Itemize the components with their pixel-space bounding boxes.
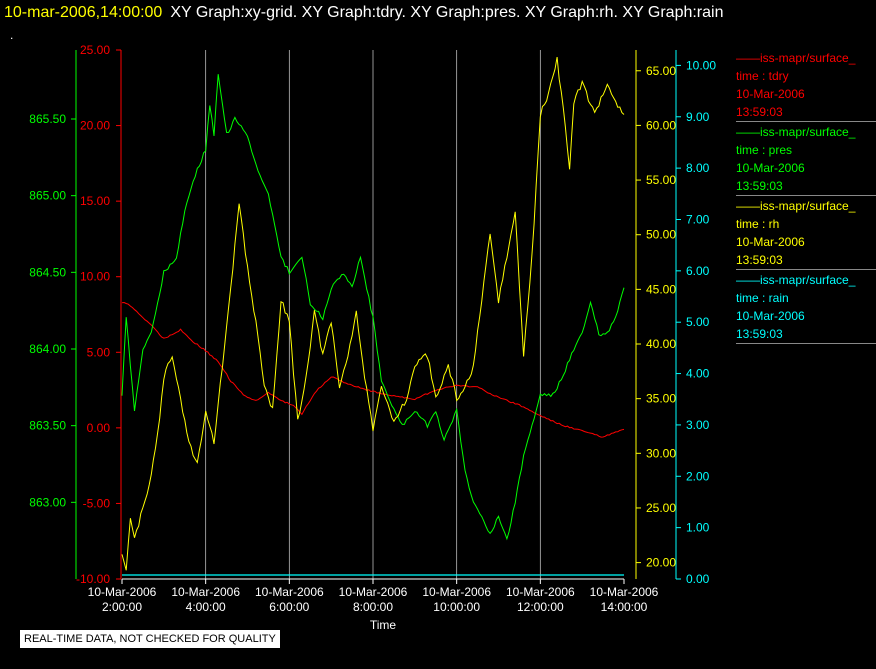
legend-time: 13:59:03 [736, 105, 783, 119]
legend-var: time : rh [736, 217, 780, 231]
x-tick-label: 10-Mar-2006 8:00:00 [339, 585, 408, 614]
pres-tick-label: 864.50 [29, 265, 66, 279]
pres-tick-label: 865.50 [29, 112, 66, 126]
rh-tick-label: 65.00 [646, 64, 676, 78]
tdry-tick-label: 25.00 [80, 43, 110, 57]
x-tick-label: 10-Mar-2006 12:00:00 [506, 585, 575, 614]
legend-source: ——iss-mapr/surface_ [736, 199, 856, 213]
legend-date: 10-Mar-2006 [736, 235, 805, 249]
legend-entry-0: ——iss-mapr/surface_time : tdry 10-Mar-200… [736, 49, 876, 122]
legend-source: ——iss-mapr/surface_ [736, 125, 856, 139]
x-tick-label: 10-Mar-2006 14:00:00 [590, 585, 659, 614]
series-pres-line [121, 74, 625, 541]
x-tick-label: 10-Mar-2006 6:00:00 [255, 585, 324, 614]
pres-tick-label: 863.50 [29, 419, 66, 433]
rain-tick-label: 2.00 [686, 469, 710, 483]
rh-tick-label: 20.00 [646, 556, 676, 570]
rain-tick-label: 6.00 [686, 264, 710, 278]
x-tick-label: 10-Mar-2006 4:00:00 [171, 585, 240, 614]
timestamp: 10-mar-2006,14:00:00 [4, 4, 163, 21]
legend-date: 10-Mar-2006 [736, 309, 805, 323]
rain-tick-label: 5.00 [686, 315, 710, 329]
rh-tick-label: 60.00 [646, 118, 676, 132]
legend-source: ——iss-mapr/surface_ [736, 51, 856, 65]
rain-tick-label: 10.00 [686, 58, 716, 72]
pres-tick-label: 863.00 [29, 495, 66, 509]
legend: ——iss-mapr/surface_ time : tdry 10-Mar-200… [736, 49, 876, 345]
x-tick-label: 10-Mar-2006 2:00:00 [88, 585, 157, 614]
tdry-tick-label: 5.00 [87, 345, 111, 359]
tdry-tick-label: 10.00 [80, 270, 110, 284]
graph-header: 10-mar-2006,14:00:00 XY Graph:xy-grid. XY… [4, 3, 723, 23]
legend-entry-2: ——iss-mapr/surface_time : rh 10-Mar-2006 1… [736, 197, 876, 270]
rh-tick-label: 45.00 [646, 282, 676, 296]
rh-tick-label: 50.00 [646, 228, 676, 242]
legend-var: time : pres [736, 143, 793, 157]
tdry-tick-label: 0.00 [87, 421, 111, 435]
legend-var: time : rain [736, 291, 789, 305]
rain-tick-label: 0.00 [686, 572, 710, 586]
legend-time: 13:59:03 [736, 327, 783, 341]
rain-tick-label: 9.00 [686, 110, 710, 124]
legend-date: 10-Mar-2006 [736, 87, 805, 101]
quality-notice: REAL-TIME DATA, NOT CHECKED FOR QUALITY [20, 630, 280, 648]
rh-tick-label: 40.00 [646, 337, 676, 351]
legend-date: 10-Mar-2006 [736, 161, 805, 175]
rain-tick-label: 4.00 [686, 367, 710, 381]
tdry-tick-label: -5.00 [83, 496, 111, 510]
rain-tick-label: 3.00 [686, 418, 710, 432]
rain-tick-label: 7.00 [686, 212, 710, 226]
legend-entry-1: ——iss-mapr/surface_time : pres 10-Mar-200… [736, 123, 876, 196]
legend-time: 13:59:03 [736, 253, 783, 267]
tdry-tick-label: -10.00 [76, 572, 110, 586]
tdry-tick-label: 20.00 [80, 119, 110, 133]
rh-tick-label: 30.00 [646, 446, 676, 460]
series-tdry-line [121, 301, 625, 438]
tdry-tick-label: 15.00 [80, 194, 110, 208]
rh-tick-label: 25.00 [646, 501, 676, 515]
x-tick-label: 10-Mar-2006 10:00:00 [422, 585, 491, 614]
graph-titles: XY Graph:xy-grid. XY Graph:tdry. XY Grap… [170, 4, 724, 21]
marker-dot: . [10, 28, 14, 42]
rh-tick-label: 55.00 [646, 173, 676, 187]
rain-tick-label: 1.00 [686, 521, 710, 535]
rain-tick-label: 8.00 [686, 161, 710, 175]
legend-entry-3: ——iss-mapr/surface_time : rain 10-Mar-200… [736, 271, 876, 344]
series-rh-line [121, 57, 625, 571]
pres-tick-label: 864.00 [29, 342, 66, 356]
legend-source: ——iss-mapr/surface_ [736, 273, 856, 287]
legend-time: 13:59:03 [736, 179, 783, 193]
rh-tick-label: 35.00 [646, 392, 676, 406]
x-axis-label: Time [370, 618, 397, 632]
pres-tick-label: 865.00 [29, 189, 66, 203]
legend-var: time : tdry [736, 69, 789, 83]
